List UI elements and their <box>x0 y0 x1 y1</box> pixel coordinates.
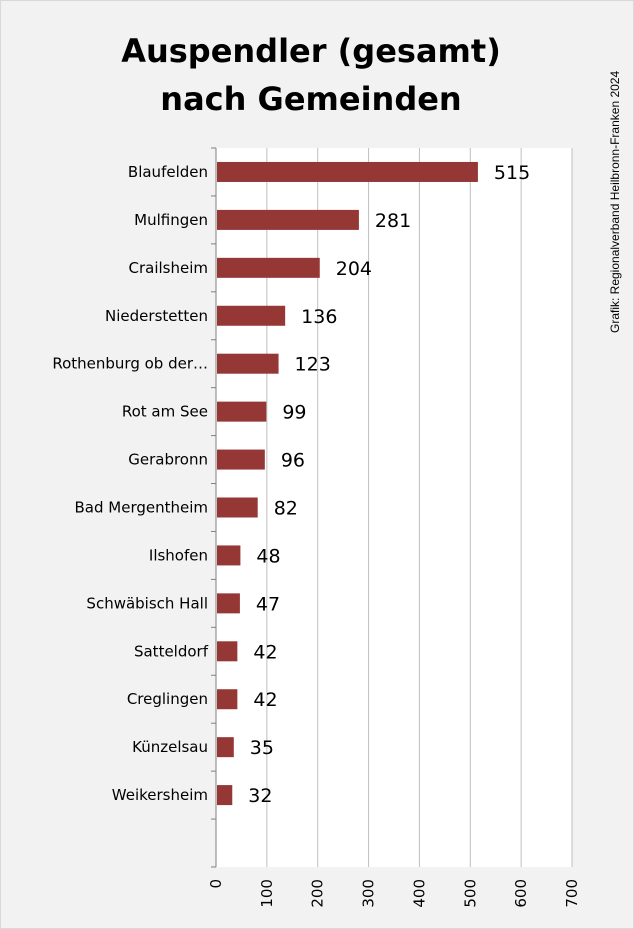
category-label: Ilshofen <box>149 546 208 564</box>
x-tick-label: 500 <box>461 879 479 908</box>
data-label: 136 <box>301 306 337 328</box>
bar <box>217 737 234 758</box>
data-label: 82 <box>274 498 298 520</box>
x-tick-label: 200 <box>309 879 327 908</box>
x-tick-label: 600 <box>512 879 530 908</box>
chart-title-line-1: Auspendler (gesamt) <box>121 32 501 70</box>
category-label: Creglingen <box>127 690 208 708</box>
category-label: Schwäbisch Hall <box>86 594 208 612</box>
bar <box>217 353 279 374</box>
data-label: 42 <box>253 641 277 663</box>
category-label: Niederstetten <box>105 307 208 325</box>
bar <box>217 449 265 470</box>
x-tick-label: 0 <box>207 879 225 889</box>
data-label: 48 <box>256 545 280 567</box>
bar <box>217 689 238 710</box>
bar <box>217 257 320 278</box>
data-label: 204 <box>336 258 372 280</box>
data-label: 42 <box>253 689 277 711</box>
chart-title: Auspendler (gesamt) nach Gemeinden <box>61 27 561 123</box>
data-label: 96 <box>281 450 305 472</box>
bar <box>217 305 286 326</box>
data-label: 35 <box>250 737 274 759</box>
data-label: 281 <box>375 210 411 232</box>
data-label: 515 <box>494 162 530 184</box>
bar <box>217 497 258 518</box>
data-label: 32 <box>248 785 272 807</box>
bar <box>217 593 240 614</box>
x-tick-label: 700 <box>563 879 581 908</box>
x-tick-label: 300 <box>360 879 378 908</box>
bar <box>217 209 359 230</box>
category-label: Blaufelden <box>128 163 208 181</box>
bar <box>217 545 241 566</box>
category-label: Gerabronn <box>128 451 208 469</box>
category-label: Rothenburg ob der… <box>52 355 208 373</box>
bar <box>217 785 233 806</box>
bar <box>217 161 478 182</box>
data-label: 99 <box>282 402 306 424</box>
x-tick-label: 100 <box>258 879 276 908</box>
category-label: Künzelsau <box>132 738 208 756</box>
bar <box>217 641 238 662</box>
category-label: Weikersheim <box>112 786 208 804</box>
x-tick-label: 400 <box>410 879 428 908</box>
chart-title-line-2: nach Gemeinden <box>160 80 462 118</box>
bar <box>217 401 267 422</box>
category-label: Rot am See <box>122 403 208 421</box>
category-label: Satteldorf <box>134 642 209 660</box>
category-label: Mulfingen <box>134 211 208 229</box>
category-label: Crailsheim <box>129 259 209 277</box>
data-label: 123 <box>295 354 331 376</box>
category-label: Bad Mergentheim <box>75 499 209 517</box>
data-label: 47 <box>256 593 280 615</box>
